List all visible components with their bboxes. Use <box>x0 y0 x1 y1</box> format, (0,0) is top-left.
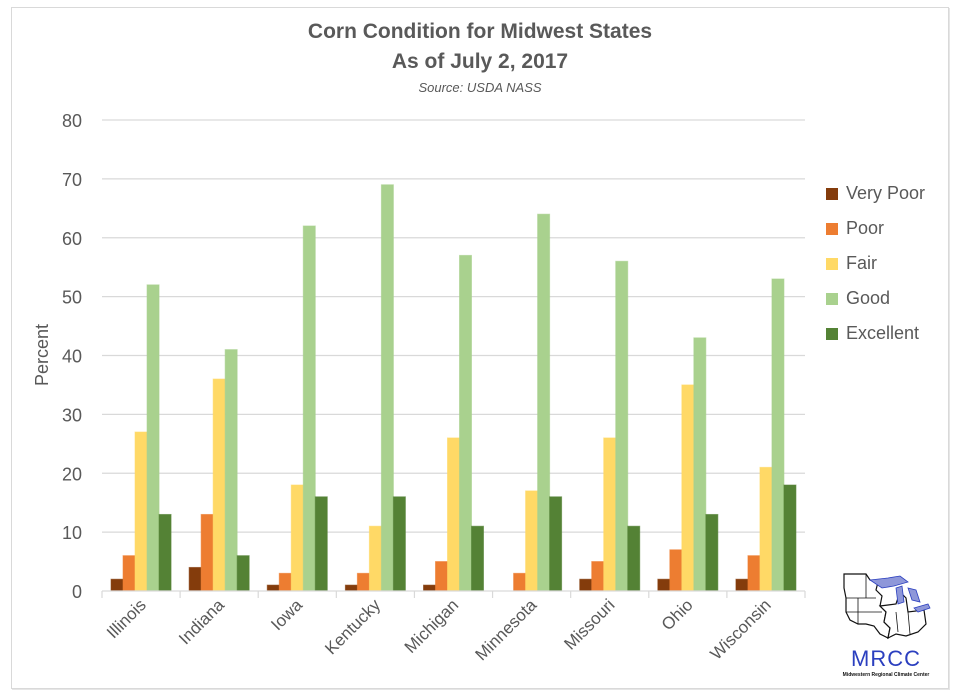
bar-very-poor-wisconsin <box>735 578 749 592</box>
legend-item: Poor <box>826 211 925 246</box>
x-tick-label: Michigan <box>401 595 463 657</box>
bar-poor-ohio <box>669 549 683 592</box>
bar-excellent-indiana <box>236 555 250 592</box>
legend-label: Excellent <box>846 323 920 343</box>
y-tick-label: 60 <box>62 229 82 249</box>
y-tick-label: 10 <box>62 523 82 543</box>
bar-good-missouri <box>615 260 629 592</box>
bar-fair-minnesota <box>525 490 539 592</box>
legend-item: Good <box>826 281 925 316</box>
chart-title-date: As of July 2, 2017 <box>391 50 569 73</box>
bar-good-illinois <box>146 284 160 592</box>
legend-item: Excellent <box>826 316 925 351</box>
bar-good-michigan <box>459 254 472 592</box>
bar-good-wisconsin <box>771 278 785 592</box>
bar-fair-kentucky <box>368 525 382 592</box>
bar-poor-michigan <box>435 561 448 592</box>
x-tick-label: Iowa <box>267 595 306 634</box>
bar-good-kentucky <box>380 184 394 592</box>
bar-excellent-missouri <box>627 525 641 592</box>
legend-swatch <box>826 222 838 235</box>
x-tick-label: Kentucky <box>321 595 384 658</box>
y-axis-label: Percent <box>32 324 52 386</box>
x-tick-label: Missouri <box>560 595 618 653</box>
y-tick-label: 70 <box>62 170 82 190</box>
bar-excellent-wisconsin <box>783 484 797 592</box>
x-tick-label: Ohio <box>658 595 697 634</box>
bar-excellent-kentucky <box>392 496 406 592</box>
bar-poor-iowa <box>278 572 292 592</box>
x-tick-label: Wisconsin <box>707 595 775 663</box>
bar-fair-missouri <box>603 437 617 592</box>
bar-fair-iowa <box>290 484 304 592</box>
legend-swatch <box>826 292 838 305</box>
bar-poor-wisconsin <box>747 555 761 592</box>
bar-poor-minnesota <box>513 572 527 592</box>
bar-very-poor-illinois <box>110 578 124 592</box>
bar-excellent-michigan <box>471 525 484 592</box>
bar-poor-kentucky <box>356 572 370 592</box>
bar-excellent-illinois <box>158 513 172 592</box>
legend-item: Fair <box>826 246 925 281</box>
mrcc-logo: MRCC Midwestern Regional Climate Center <box>836 568 946 680</box>
bar-excellent-minnesota <box>549 496 563 592</box>
bar-good-minnesota <box>537 213 551 592</box>
y-axis-ticks: 0 10 20 30 40 50 60 70 80 <box>62 111 82 602</box>
y-tick-label: 50 <box>62 288 82 308</box>
bar-excellent-ohio <box>705 513 719 592</box>
y-tick-label: 80 <box>62 111 82 131</box>
midwest-map-icon <box>843 573 931 640</box>
x-tick-label: Minnesota <box>472 595 541 664</box>
legend-item: Very Poor <box>826 176 925 211</box>
bars <box>110 184 797 592</box>
legend-swatch <box>826 257 838 270</box>
bar-poor-illinois <box>122 555 136 592</box>
bar-poor-missouri <box>591 561 605 592</box>
bar-very-poor-ohio <box>657 578 671 592</box>
legend-label: Poor <box>846 218 885 238</box>
bar-very-poor-kentucky <box>344 584 358 592</box>
y-tick-label: 30 <box>62 405 82 425</box>
bar-very-poor-missouri <box>579 578 593 592</box>
legend-swatch <box>826 187 838 200</box>
bar-excellent-iowa <box>314 496 328 592</box>
chart-subtitle: Source: USDA NASS <box>418 80 542 95</box>
legend-label: Fair <box>846 253 877 273</box>
bar-fair-indiana <box>212 378 226 592</box>
bar-good-iowa <box>302 225 316 592</box>
bar-fair-illinois <box>134 431 148 592</box>
y-tick-label: 20 <box>62 464 82 484</box>
x-tick-label: Illinois <box>103 595 150 642</box>
logo-text: MRCC <box>851 646 921 671</box>
bar-very-poor-iowa <box>266 584 280 592</box>
legend: Very Poor Poor Fair Good Excellent <box>826 176 925 351</box>
bar-fair-michigan <box>447 437 460 592</box>
bar-good-indiana <box>224 349 238 592</box>
bar-good-ohio <box>693 337 707 592</box>
x-axis: Illinois Indiana Iowa Kentucky Michigan Minne… <box>101 590 806 664</box>
y-tick-label: 40 <box>62 347 82 367</box>
x-tick-label: Indiana <box>175 595 228 648</box>
bar-very-poor-michigan <box>423 584 436 592</box>
bar-poor-indiana <box>200 513 214 592</box>
legend-swatch <box>826 327 838 340</box>
legend-label: Good <box>846 288 891 308</box>
chart-title: Corn Condition for Midwest States <box>307 20 653 43</box>
bar-very-poor-indiana <box>188 566 202 592</box>
bar-fair-ohio <box>681 384 695 592</box>
y-tick-label: 0 <box>72 582 82 602</box>
legend-label: Very Poor <box>846 183 926 203</box>
logo-tagline: Midwestern Regional Climate Center <box>842 672 930 678</box>
bar-fair-wisconsin <box>759 466 773 592</box>
